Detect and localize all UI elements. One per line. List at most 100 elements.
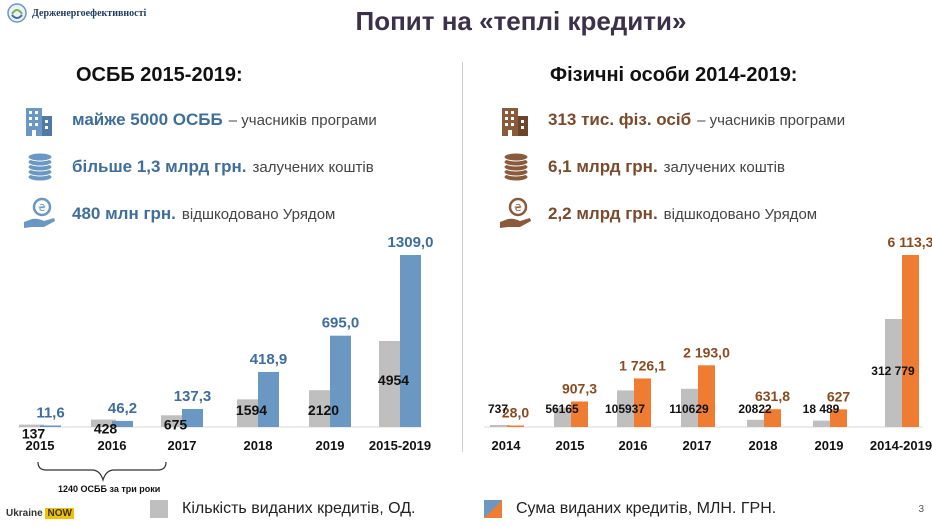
individuals-sum-bar	[902, 255, 919, 427]
ossb-sum-bar	[330, 335, 351, 427]
legend-sum-label: Сума виданих кредитів, МЛН. ГРН.	[516, 500, 777, 517]
individuals-count-label: 18 489	[803, 402, 840, 416]
coins-icon	[503, 152, 529, 182]
individuals-sum-bar	[634, 378, 651, 427]
legend-count: Кількість виданих кредитів, ОД.	[150, 500, 415, 518]
individuals-count-bar	[885, 319, 905, 427]
ossb-sum-bar	[112, 420, 133, 427]
individuals-sum-bar	[507, 425, 524, 427]
individuals-sum-bar	[764, 409, 781, 427]
ossb-sum-label: 137,3	[174, 388, 212, 405]
right-stat-compensation: ₴ 2,2 млрд грн. відшкодовано Урядом	[498, 196, 817, 232]
individuals-sum-label: 1 726,1	[619, 357, 666, 373]
ossb-count-bar	[91, 419, 116, 427]
ossb-count-label: 428	[94, 421, 118, 437]
ossb-count-label: 1594	[236, 402, 267, 418]
year-brace	[37, 461, 167, 483]
legend-count-label: Кількість виданих кредитів, ОД.	[182, 500, 416, 517]
legend-sum: Сума виданих кредитів, МЛН. ГРН.	[484, 500, 776, 518]
legend-sum-swatch	[484, 500, 502, 518]
svg-text:₴: ₴	[38, 203, 46, 214]
column-divider	[462, 62, 463, 452]
agency-name: Держенергоефективності	[32, 7, 147, 19]
individuals-category-label: 2014	[492, 438, 522, 453]
page-title: Попит на «теплі кредити»	[355, 6, 687, 36]
ossb-count-label: 675	[164, 416, 188, 432]
individuals-count-label: 110629	[669, 402, 709, 416]
individuals-count-label: 312 779	[871, 364, 915, 378]
ossb-category-label: 2017	[168, 438, 197, 453]
individuals-count-label: 105937	[605, 402, 645, 416]
page-number: 3	[918, 504, 924, 515]
individuals-sum-label: 631,8	[755, 388, 790, 404]
individuals-sum-label: 907,3	[562, 380, 597, 396]
ossb-category-label: 2016	[98, 438, 127, 453]
individuals-count-bar	[617, 390, 637, 427]
individuals-category-label: 2016	[619, 438, 648, 453]
ossb-sum-label: 695,0	[322, 315, 360, 332]
left-stat-compensation: ₴ 480 млн грн. відшкодовано Урядом	[22, 196, 335, 232]
ossb-category-label: 2019	[316, 438, 345, 453]
building-icon	[502, 108, 528, 136]
ossb-sum-label: 11,6	[36, 404, 64, 421]
left-section-title: ОСББ 2015-2019:	[76, 64, 243, 86]
ossb-count-bar	[237, 399, 262, 427]
individuals-sum-label: 2 193,0	[683, 344, 730, 360]
left-stat-compensation-label: відшкодовано Урядом	[181, 205, 336, 223]
svg-text:₴: ₴	[514, 203, 522, 214]
right-stat-funds-label: залучених коштів	[663, 158, 785, 176]
individuals-sum-label: 6 113,3	[888, 234, 932, 250]
individuals-sum-bar	[571, 401, 588, 427]
agency-logo: Держенергоефективності	[6, 2, 146, 24]
ossb-sum-bar	[182, 408, 203, 427]
ossb-sum-bar	[258, 371, 279, 427]
ossb-sum-label: 418,9	[250, 351, 288, 368]
hand-coin-icon: ₴	[24, 197, 55, 228]
individuals-count-bar	[554, 407, 574, 427]
ossb-count-bar	[161, 415, 186, 427]
right-stat-participants: 313 тис. фіз. осіб – учасників програми	[498, 102, 845, 138]
right-stat-participants-value: 313 тис. фіз. осіб	[548, 110, 692, 129]
right-stat-funds-value: 6,1 млрд грн.	[548, 157, 658, 176]
individuals-count-bar	[490, 425, 510, 427]
right-stat-compensation-value: 2,2 млрд грн.	[548, 204, 658, 223]
individuals-count-label: 56165	[545, 402, 579, 416]
left-stat-participants: майже 5000 ОСББ – учасників програми	[22, 102, 377, 138]
left-stat-funds-value: більше 1,3 млрд грн.	[72, 157, 247, 176]
ossb-sum-bar	[40, 425, 61, 427]
ossb-count-bar	[379, 341, 404, 427]
ossb-sum-label: 1309,0	[388, 234, 434, 251]
ossb-count-bar	[19, 424, 44, 427]
brace-note: 1240 ОСББ за три роки	[58, 484, 161, 494]
left-stat-funds-label: залучених коштів	[252, 158, 374, 176]
individuals-count-bar	[747, 419, 767, 427]
footer-logo-highlight: NOW	[45, 508, 74, 519]
individuals-category-label: 2014-2019	[870, 438, 932, 453]
right-stat-participants-label: – учасників програми	[697, 111, 846, 129]
right-stat-funds: 6,1 млрд грн. залучених коштів	[498, 149, 785, 185]
individuals-category-label: 2018	[749, 438, 778, 453]
individuals-sum-bar	[698, 365, 715, 427]
left-stat-participants-label: – учасників програми	[228, 111, 377, 129]
ossb-category-label: 2018	[244, 438, 273, 453]
individuals-sum-label: 28,0	[502, 405, 529, 421]
individuals-count-bar	[681, 388, 701, 427]
ossb-sum-bar	[400, 255, 421, 427]
ossb-count-label: 137	[22, 426, 46, 442]
individuals-sum-label: 627	[827, 388, 851, 404]
ossb-count-label: 4954	[378, 372, 409, 388]
individuals-sum-bar	[830, 409, 847, 427]
left-stat-compensation-value: 480 млн грн.	[72, 204, 176, 223]
coins-icon	[27, 152, 53, 182]
ossb-category-label: 2015	[26, 438, 55, 453]
individuals-category-label: 2019	[815, 438, 844, 453]
agency-emblem-icon	[7, 3, 27, 23]
building-icon	[26, 108, 52, 136]
ossb-category-label: 2015-2019	[369, 438, 431, 453]
left-stat-funds: більше 1,3 млрд грн. залучених коштів	[22, 149, 374, 185]
ukraine-now-logo: Ukraine NOW	[6, 508, 74, 519]
individuals-count-label: 737	[488, 402, 508, 416]
ossb-sum-label: 46,2	[108, 400, 137, 417]
left-stat-participants-value: майже 5000 ОСББ	[72, 110, 223, 129]
